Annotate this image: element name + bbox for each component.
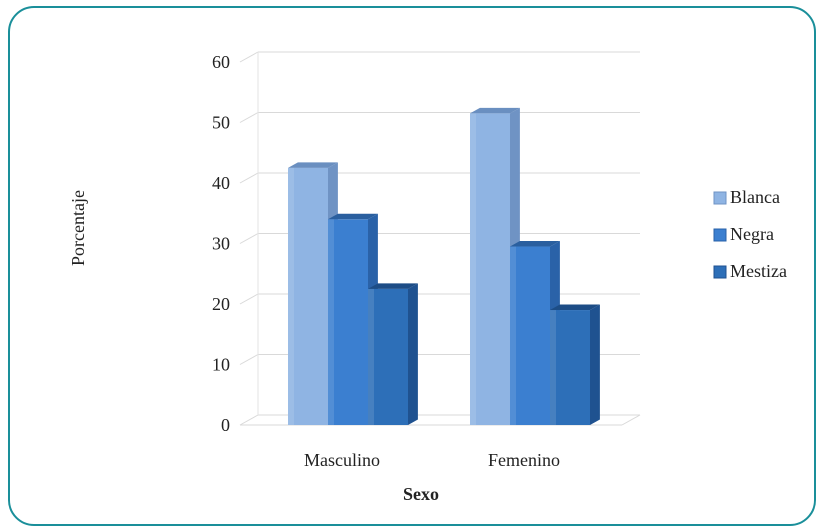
bar-front [470, 113, 510, 426]
bar-front [288, 167, 328, 425]
bar-highlight [470, 113, 476, 426]
bar-top [288, 162, 338, 168]
legend: Blanca Negra Mestiza [713, 187, 787, 281]
bar-chart: 0 10 20 30 40 50 60 Masculino Femenino Porcenta… [68, 51, 787, 504]
bar-top [328, 213, 378, 220]
y-tick-label: 10 [212, 355, 230, 375]
bar-mestiza-femenino [550, 304, 600, 425]
legend-swatch [713, 228, 727, 242]
legend-swatch [713, 191, 727, 205]
bar-highlight [328, 219, 334, 425]
bar-front [328, 219, 368, 425]
legend-swatch [713, 265, 727, 279]
y-tick-label: 30 [212, 234, 230, 254]
bar-mestiza-masculino [368, 283, 418, 425]
bar-front [550, 310, 590, 425]
y-tick-label: 60 [212, 52, 230, 72]
grid-line-side [239, 293, 259, 305]
grid-line-side [239, 112, 259, 123]
y-tick-labels: 0 10 20 30 40 50 60 [212, 52, 230, 435]
chart-frame [8, 6, 816, 526]
grid-line-side [239, 172, 259, 184]
bars [288, 107, 600, 426]
category-label: Femenino [488, 450, 560, 470]
y-tick-label: 50 [212, 113, 230, 133]
bar-highlight [510, 246, 516, 425]
bar-front [368, 288, 408, 425]
bar-top [470, 107, 520, 114]
legend-label: Negra [730, 224, 774, 244]
y-axis-title: Porcentaje [68, 190, 88, 266]
x-axis-title: Sexo [403, 484, 439, 504]
bar-side [590, 304, 600, 425]
y-tick-label: 20 [212, 294, 230, 314]
grid-line-side [239, 233, 259, 244]
grid-line-side [239, 354, 259, 365]
bar-side [408, 283, 418, 425]
bar-top [368, 283, 418, 289]
bar-top [550, 304, 600, 311]
bar-top [510, 241, 560, 247]
bar-blanca-femenino [470, 107, 520, 426]
bar-highlight [368, 288, 374, 425]
bar-highlight [550, 310, 556, 425]
category-labels: Masculino Femenino [304, 450, 560, 470]
legend-label: Mestiza [730, 261, 787, 281]
bar-highlight [288, 167, 294, 425]
y-tick-label: 40 [212, 173, 230, 193]
bar-front [510, 246, 550, 425]
y-tick-label: 0 [221, 415, 230, 435]
grid-line-side [239, 51, 259, 63]
category-label: Masculino [304, 450, 380, 470]
floor-line-side [621, 414, 641, 426]
legend-label: Blanca [730, 187, 780, 207]
grid-line-side [239, 414, 259, 426]
